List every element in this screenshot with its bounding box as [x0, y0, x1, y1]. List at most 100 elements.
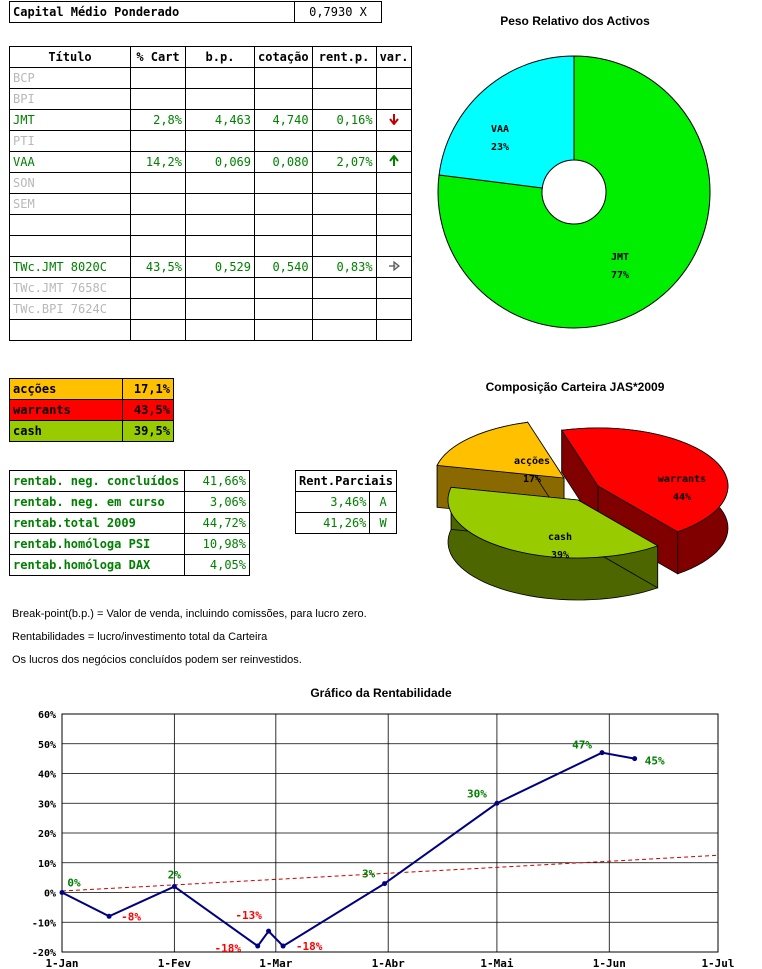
cell-cart: [130, 319, 186, 341]
table-row: BPI: [9, 88, 413, 110]
cell-titulo: BCP: [9, 67, 131, 89]
cell-cot: [254, 67, 313, 89]
down-arrow-icon: [389, 113, 399, 126]
rent-parciais-header: Rent.Parciais: [295, 470, 397, 492]
cell-titulo: TWc.BPI 7624C: [9, 298, 131, 320]
cell-var: [375, 172, 413, 194]
rent-parciais-table: Rent.Parciais 3,46% A 41,26% W: [294, 470, 397, 534]
capital-medio-table: Capital Médio Ponderado 0,7930 X: [9, 1, 382, 23]
cell-cot: [254, 319, 313, 341]
cell-cart: 14,2%: [130, 151, 186, 173]
cell-bp: 0,069: [185, 151, 255, 173]
rentab-row: rentab. neg. concluídos 41,66%: [9, 470, 250, 492]
table-row: [9, 214, 413, 236]
note-lucros: Os lucros dos negócios concluídos podem …: [12, 654, 302, 666]
data-label: -18%: [296, 940, 323, 953]
cell-cot: [254, 130, 313, 152]
pie3d-label-warrants: warrants: [658, 474, 706, 485]
cell-titulo: JMT: [9, 109, 131, 131]
cell-rent: [311, 88, 377, 110]
cell-cot: [254, 214, 313, 236]
cell-cart: [130, 235, 186, 257]
allocation-value: 39,5%: [122, 420, 174, 442]
cell-rent: [311, 67, 377, 89]
donut-label-jmt: JMT: [611, 252, 629, 263]
portfolio-header-0: Título: [9, 46, 131, 68]
cell-cot: 0,540: [254, 256, 313, 278]
x-tick-label: 1-Jul: [701, 957, 734, 968]
cell-cart: [130, 88, 186, 110]
cell-rent: 2,07%: [311, 151, 377, 173]
cell-titulo: VAA: [9, 151, 131, 173]
y-tick-label: 60%: [38, 710, 56, 721]
cell-cot: [254, 235, 313, 257]
data-label: 30%: [467, 787, 487, 800]
capital-value: 0,7930 X: [294, 1, 382, 23]
data-point: [280, 943, 286, 949]
cell-cot: 4,740: [254, 109, 313, 131]
rent-parciais-value: 3,46%: [294, 491, 371, 513]
data-label: 47%: [572, 739, 592, 752]
cell-var: [375, 298, 413, 320]
rent-parciais-row: 3,46% A: [294, 491, 397, 513]
pie3d-pct-cash: 39%: [551, 550, 569, 561]
table-row: SEM: [9, 193, 413, 215]
pie3d-pct-acções: 17%: [523, 474, 541, 485]
cell-bp: 4,463: [185, 109, 255, 131]
cell-cot: [254, 277, 313, 299]
cell-rent: [311, 235, 377, 257]
donut-pct-jmt: 77%: [611, 270, 629, 281]
data-point: [494, 800, 500, 806]
cell-bp: [185, 235, 255, 257]
rentab-row: rentab.total 2009 44,72%: [9, 512, 250, 534]
rent-parciais-code: W: [369, 512, 397, 534]
series-line: [61, 751, 635, 948]
rentab-value: 3,06%: [184, 491, 250, 513]
up-arrow-icon: [389, 153, 399, 166]
rentab-row: rentab.homóloga PSI 10,98%: [9, 533, 250, 555]
portfolio-header-row: Título% Cart b.p. cotação rent.p. var.: [9, 46, 413, 68]
portfolio-header-1: % Cart: [130, 46, 186, 68]
portfolio-header-5: var.: [375, 46, 413, 68]
cell-bp: [185, 277, 255, 299]
cell-var: [375, 109, 413, 131]
x-tick-label: 1-Fev: [158, 957, 191, 968]
cell-cot: [254, 193, 313, 215]
cell-titulo: TWc.JMT 7658C: [9, 277, 131, 299]
cell-titulo: SEM: [9, 193, 131, 215]
portfolio-header-4: rent.p.: [311, 46, 377, 68]
table-row: VAA 14,2% 0,069 0,080 2,07%: [9, 151, 413, 173]
table-row: TWc.BPI 7624C: [9, 298, 413, 320]
table-row: TWc.JMT 8020C 43,5% 0,529 0,540 0,83%: [9, 256, 413, 278]
table-row: [9, 319, 413, 341]
allocation-label: acções: [9, 378, 123, 400]
rentab-label: rentab. neg. concluídos: [9, 470, 185, 492]
cell-titulo: BPI: [9, 88, 131, 110]
y-tick-label: 50%: [38, 740, 56, 751]
y-tick-label: 10%: [38, 859, 56, 870]
trendline: [61, 854, 719, 892]
cell-bp: [185, 214, 255, 236]
x-tick-label: 1-Mai: [480, 957, 513, 968]
allocation-value: 17,1%: [122, 378, 174, 400]
cell-var: [375, 67, 413, 89]
cell-rent: 0,83%: [311, 256, 377, 278]
allocation-row: acções 17,1%: [9, 378, 174, 400]
allocation-row: cash 39,5%: [9, 420, 174, 442]
cell-bp: [185, 67, 255, 89]
x-tick-label: 1-Mar: [259, 957, 292, 968]
cell-var: [375, 319, 413, 341]
table-row: JMT 2,8% 4,463 4,740 0,16%: [9, 109, 413, 131]
rentab-value: 41,66%: [184, 470, 250, 492]
cell-bp: [185, 172, 255, 194]
cell-bp: 0,529: [185, 256, 255, 278]
data-label: 0%: [67, 877, 81, 890]
cell-rent: [311, 319, 377, 341]
line-chart-title: Gráfico da Rentabilidade: [310, 686, 452, 700]
cell-rent: [311, 277, 377, 299]
rentab-table: rentab. neg. concluídos 41,66% rentab. neg…: [9, 470, 250, 576]
pie3d-pct-warrants: 44%: [673, 492, 691, 503]
allocation-value: 43,5%: [122, 399, 174, 421]
cell-cart: [130, 277, 186, 299]
cell-cart: [130, 67, 186, 89]
